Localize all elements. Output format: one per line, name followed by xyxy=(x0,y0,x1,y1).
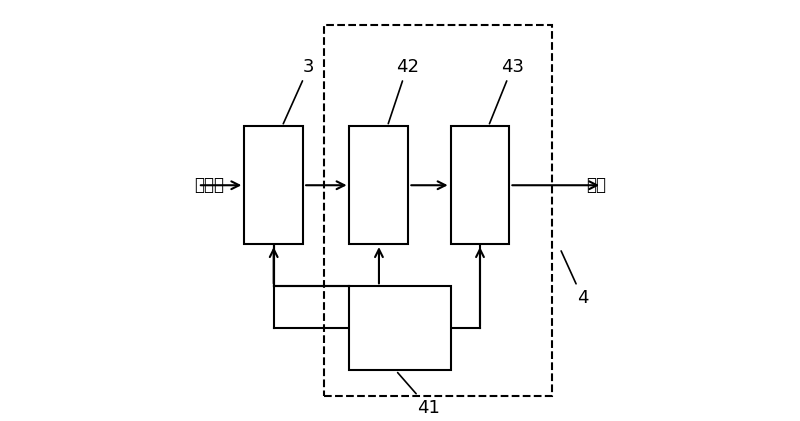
Text: 42: 42 xyxy=(388,58,418,124)
Text: 43: 43 xyxy=(490,58,524,124)
Text: 4: 4 xyxy=(561,251,588,307)
Text: 光信号: 光信号 xyxy=(194,176,224,194)
Bar xyxy=(324,25,551,396)
Bar xyxy=(450,126,510,244)
Bar xyxy=(350,286,450,370)
Text: 3: 3 xyxy=(283,58,314,124)
Text: 41: 41 xyxy=(398,373,440,417)
Bar xyxy=(244,126,303,244)
Bar xyxy=(350,126,409,244)
Text: 输出: 输出 xyxy=(586,176,606,194)
